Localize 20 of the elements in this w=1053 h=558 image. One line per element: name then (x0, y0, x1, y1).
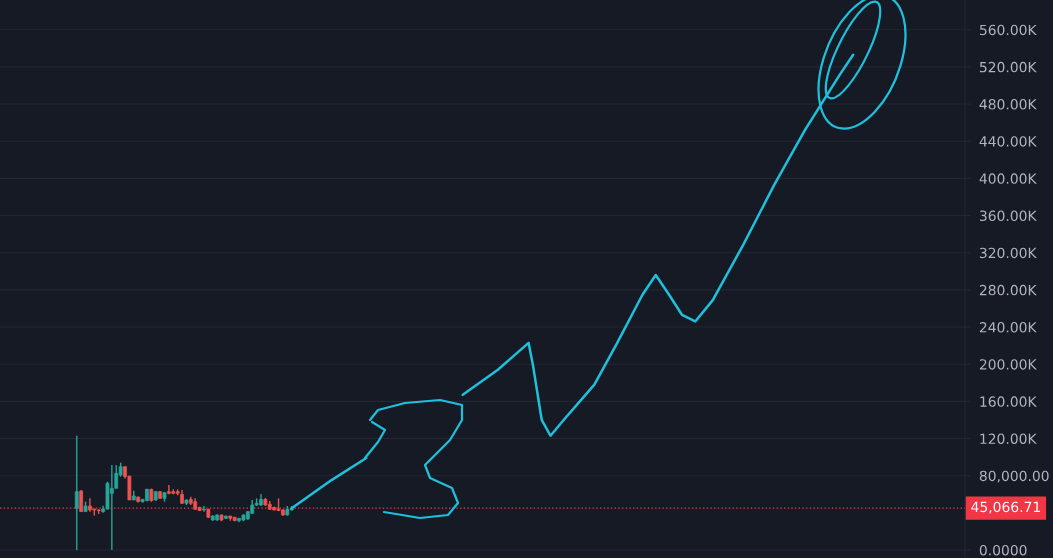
y-tick-label: 80,000.00 (979, 470, 1049, 483)
y-tick-label: 240.00K (979, 322, 1037, 333)
y-tick-label: 160.00K (980, 396, 1037, 407)
candlestick (79, 489, 84, 513)
y-tick-label: 280.00K (979, 284, 1037, 296)
y-tick-label: 0.0000 (979, 544, 1027, 556)
y-tick-label: 440.00K (979, 136, 1037, 147)
candlestick (109, 464, 114, 551)
candlestick (166, 484, 171, 496)
y-tick-label: 360.00K (979, 210, 1037, 222)
y-tick-label: 400.00K (979, 173, 1037, 184)
y-tick-label: 480.00K (979, 99, 1037, 110)
y-tick-label: 120.00K (980, 433, 1037, 444)
y-tick-label: 320.00K (979, 247, 1037, 259)
candlestick (74, 435, 79, 551)
y-tick-label: 200.00K (979, 359, 1037, 370)
y-tick-label: 560.00K (979, 24, 1037, 36)
y-tick-label: 520.00K (979, 61, 1037, 73)
candlestick (202, 505, 206, 513)
ref-line-label: 45,066.71 (971, 501, 1040, 514)
